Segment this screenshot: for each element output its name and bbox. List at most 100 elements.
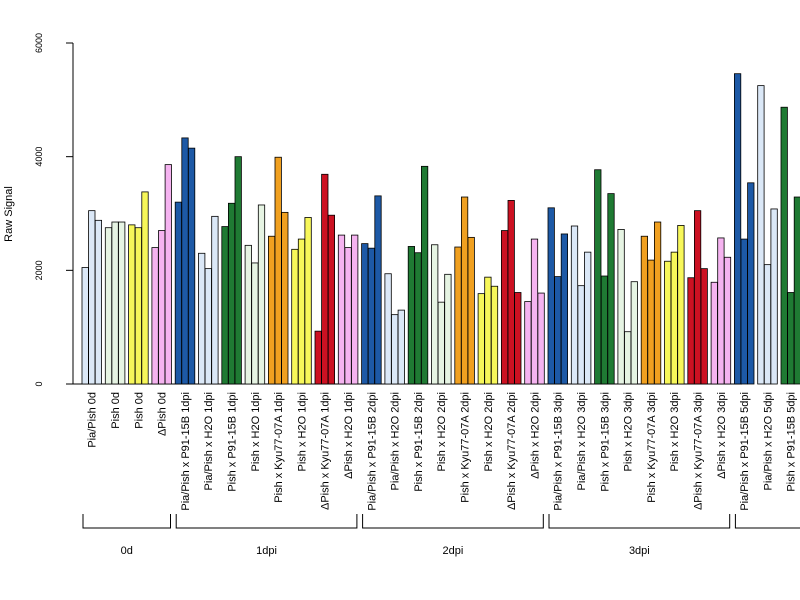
bar [630, 281, 638, 385]
group-brackets: 0d1dpi2dpi3dpi5dpi [82, 514, 800, 557]
bar [94, 219, 102, 385]
x-tick-label: Pia/Pish x P91-15B 2dpi [366, 392, 378, 511]
bar [327, 214, 336, 385]
x-tick-label: ΔPish x Kyu77-07A 2dpi [506, 392, 518, 510]
bar [367, 247, 376, 385]
bar [204, 268, 212, 385]
bar [670, 251, 678, 385]
x-tick-label: Pia/Pish x H2O 1dpi [203, 392, 215, 490]
x-tick-label: Pia/Pish x P91-15B 1dpi [180, 392, 192, 511]
bar [187, 147, 196, 385]
x-tick-label: Pish x H2O 2dpi [436, 392, 448, 471]
bar [717, 237, 725, 385]
bar [700, 268, 708, 385]
bar [677, 225, 685, 385]
bar [734, 73, 742, 385]
bar [780, 106, 788, 385]
bar [723, 256, 732, 385]
x-tick-label: Pia/Pish x H2O 5dpi [762, 392, 774, 490]
bar [687, 277, 695, 385]
bar [151, 247, 159, 385]
bar [267, 235, 276, 385]
bar [274, 156, 282, 385]
bar [211, 215, 219, 385]
bar [81, 267, 89, 385]
bar [530, 238, 539, 385]
group-bracket [362, 514, 544, 529]
bar [664, 260, 672, 385]
x-tick-label: ΔPish x H2O 3dpi [716, 392, 728, 479]
bar [547, 207, 555, 385]
bar [460, 196, 469, 385]
bar [594, 169, 602, 385]
bar [524, 301, 532, 385]
x-tick-label: Pish x H2O 2dpi [483, 392, 495, 471]
bar [770, 208, 778, 385]
bar [477, 293, 485, 385]
bar [570, 225, 579, 385]
bar [257, 204, 266, 385]
x-tick-label: Pish x H2O 1dpi [296, 392, 308, 471]
bar-series [81, 73, 800, 385]
bar [391, 314, 399, 385]
group-bracket [82, 514, 171, 529]
y-tick-label: 6000 [34, 33, 44, 53]
bar [787, 292, 795, 385]
bar [444, 273, 452, 385]
x-tick-label: Pia/Pish x P91-15B 3dpi [553, 392, 565, 511]
x-tick-label: Pia/Pish x H2O 2dpi [390, 392, 402, 490]
bar [344, 247, 352, 385]
bar [134, 227, 142, 385]
bar [537, 292, 545, 385]
bar [251, 262, 259, 385]
x-tick-label: Pish x H2O 3dpi [623, 392, 635, 471]
y-tick-label: 2000 [34, 260, 44, 280]
bar [500, 230, 509, 385]
bar [141, 191, 149, 385]
bar [514, 292, 522, 385]
bar [694, 210, 702, 385]
group-bracket [734, 514, 800, 529]
x-tick-label: ΔPish x H2O 1dpi [343, 392, 355, 479]
bar [337, 234, 346, 385]
bar [227, 202, 236, 385]
x-tick-label: Pish x Kyu77-07A 1dpi [273, 392, 285, 503]
bar [88, 210, 96, 385]
bar [607, 193, 615, 385]
x-tick-label: Pish x P91-15B 2dpi [413, 392, 425, 492]
bar [484, 276, 492, 385]
bar [454, 246, 462, 385]
bar [221, 226, 229, 385]
bar [617, 229, 625, 385]
bar [437, 301, 445, 385]
x-tick-label: Pia/Pish 0d [87, 392, 99, 448]
x-tick-label: Pia/Pish x H2O 3dpi [576, 392, 588, 490]
bar [164, 164, 172, 385]
bar [361, 243, 369, 385]
bar [291, 248, 299, 385]
bar [624, 331, 632, 385]
x-tick-label: Pish x Kyu77-07A 2dpi [460, 392, 472, 503]
x-tick-label: ΔPish x Kyu77-07A 1dpi [320, 392, 332, 510]
bar [654, 221, 662, 385]
bar [244, 244, 252, 385]
bar [104, 227, 113, 385]
bar [158, 230, 166, 385]
bar [128, 224, 136, 385]
bar [584, 251, 592, 385]
group-label: 0d [121, 545, 133, 557]
bar [420, 165, 429, 385]
bar [757, 85, 765, 385]
bar [763, 264, 772, 385]
bar [304, 217, 312, 385]
bar [467, 236, 475, 385]
x-tick-label: ΔPish x Kyu77-07A 3dpi [693, 392, 705, 510]
bar [640, 235, 649, 385]
x-tick-label: Pish 0d [133, 392, 145, 429]
group-bracket [175, 514, 358, 529]
group-label: 2dpi [443, 545, 464, 557]
bar [281, 211, 289, 385]
bar [740, 238, 748, 385]
y-axis-label: Raw Signal [3, 186, 15, 242]
